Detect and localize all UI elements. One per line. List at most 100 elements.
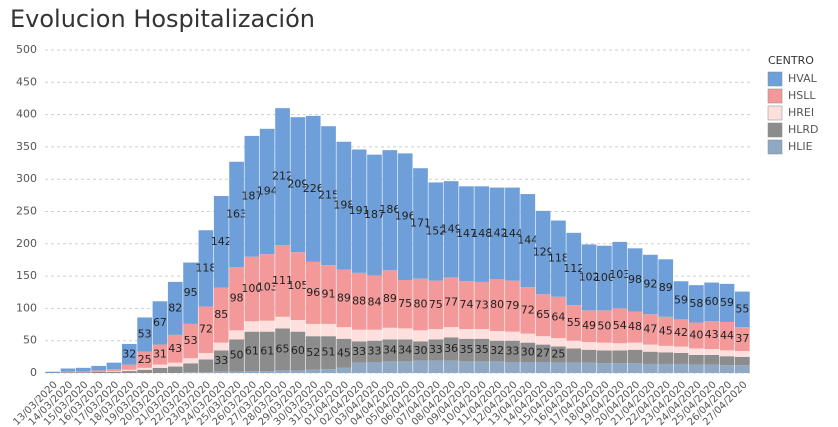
bar-segment bbox=[734, 351, 750, 357]
bar-segment bbox=[275, 316, 290, 329]
bar-segment bbox=[520, 362, 536, 373]
bar-segment bbox=[719, 356, 735, 366]
bar-segment bbox=[505, 187, 520, 281]
bar-segment bbox=[244, 331, 260, 372]
bar-segment bbox=[259, 371, 275, 373]
value-label: 98 bbox=[628, 273, 642, 286]
value-label: 33 bbox=[214, 354, 228, 367]
value-label: 60 bbox=[291, 344, 305, 357]
value-label: 65 bbox=[276, 342, 290, 355]
bar-segment bbox=[551, 296, 566, 339]
bar-segment bbox=[734, 327, 750, 352]
value-label: 43 bbox=[705, 328, 719, 341]
bar-segment bbox=[704, 349, 720, 355]
bar-segment bbox=[290, 331, 306, 371]
bar-segment bbox=[244, 321, 260, 332]
legend-label: HLIE bbox=[788, 140, 813, 153]
value-label: 54 bbox=[613, 319, 627, 332]
value-label: 53 bbox=[184, 334, 198, 347]
bar-segment bbox=[336, 338, 352, 368]
bar-segment bbox=[275, 245, 290, 317]
y-tick-label: 250 bbox=[16, 205, 37, 218]
value-label: 43 bbox=[168, 342, 182, 355]
bar-segment bbox=[704, 282, 720, 322]
bar-segment bbox=[689, 285, 704, 323]
y-tick-label: 500 bbox=[16, 43, 37, 56]
bar-segment bbox=[443, 181, 459, 278]
bar-segment bbox=[152, 364, 168, 368]
value-label: 72 bbox=[199, 323, 213, 336]
y-tick-label: 300 bbox=[16, 172, 37, 185]
bar-segment bbox=[167, 281, 183, 335]
bar-segment bbox=[382, 150, 398, 271]
bar-segment bbox=[75, 367, 91, 372]
bar-segment bbox=[597, 350, 612, 364]
bar-segment bbox=[673, 346, 689, 353]
bar-segment bbox=[198, 352, 214, 360]
legend-label: HVAL bbox=[788, 72, 818, 85]
value-label: 187 bbox=[241, 189, 262, 202]
bar-segment bbox=[351, 341, 367, 363]
bar-segment bbox=[535, 336, 551, 345]
bar-segment bbox=[91, 365, 106, 371]
bar-segment bbox=[106, 369, 122, 372]
bar-segment bbox=[213, 195, 229, 288]
bar-segment bbox=[612, 343, 628, 351]
value-label: 40 bbox=[689, 329, 703, 342]
bar-segment bbox=[658, 259, 674, 317]
value-label: 59 bbox=[720, 296, 734, 309]
bar-segment bbox=[443, 327, 459, 338]
bar-segment bbox=[367, 275, 382, 330]
bar-segment bbox=[719, 350, 735, 357]
bar-segment bbox=[520, 194, 536, 288]
bar-segment bbox=[719, 365, 735, 373]
bar-segment bbox=[290, 370, 306, 373]
value-label: 80 bbox=[490, 298, 504, 311]
value-label: 52 bbox=[306, 346, 320, 359]
bar-segment bbox=[259, 254, 275, 321]
bar-segment bbox=[198, 230, 214, 307]
value-label: 80 bbox=[413, 298, 427, 311]
value-label: 33 bbox=[505, 344, 519, 357]
bar-segment bbox=[520, 333, 536, 343]
bar-segment bbox=[627, 363, 643, 373]
value-label: 50 bbox=[597, 319, 611, 332]
bar-segment bbox=[60, 372, 76, 373]
bar-segment bbox=[719, 321, 735, 351]
value-label: 75 bbox=[429, 298, 443, 311]
y-tick-label: 400 bbox=[16, 108, 37, 121]
value-label: 152 bbox=[425, 225, 446, 238]
value-label: 55 bbox=[567, 316, 581, 329]
bar-segment bbox=[505, 331, 520, 341]
value-label: 74 bbox=[459, 298, 473, 311]
bar-segment bbox=[167, 362, 183, 367]
bar-segment bbox=[643, 254, 658, 315]
bar-segment bbox=[259, 128, 275, 255]
bar-segment bbox=[121, 364, 137, 370]
bar-segment bbox=[213, 342, 229, 351]
value-label: 144 bbox=[502, 227, 523, 240]
bar-segment bbox=[305, 336, 321, 370]
value-label: 67 bbox=[153, 316, 167, 329]
bar-segment bbox=[152, 344, 168, 365]
bar-segment bbox=[612, 308, 628, 344]
y-tick-label: 150 bbox=[16, 269, 37, 282]
bar-segment bbox=[183, 323, 198, 359]
bar-segment bbox=[397, 279, 413, 329]
value-label: 33 bbox=[368, 344, 382, 357]
legend-swatch bbox=[767, 105, 783, 121]
bar-segment bbox=[581, 349, 597, 363]
bar-segment bbox=[259, 331, 275, 372]
bar-segment bbox=[413, 278, 428, 331]
y-tick-label: 200 bbox=[16, 237, 37, 250]
value-label: 36 bbox=[444, 342, 458, 355]
bar-segment bbox=[643, 351, 658, 364]
bar-segment bbox=[413, 341, 428, 361]
value-label: 91 bbox=[322, 288, 336, 301]
bar-segment bbox=[397, 328, 413, 340]
y-tick-label: 100 bbox=[16, 301, 37, 314]
y-tick-label: 0 bbox=[30, 366, 37, 379]
bar-segment bbox=[627, 311, 643, 343]
value-label: 149 bbox=[441, 222, 462, 235]
bar-segment bbox=[321, 336, 336, 370]
